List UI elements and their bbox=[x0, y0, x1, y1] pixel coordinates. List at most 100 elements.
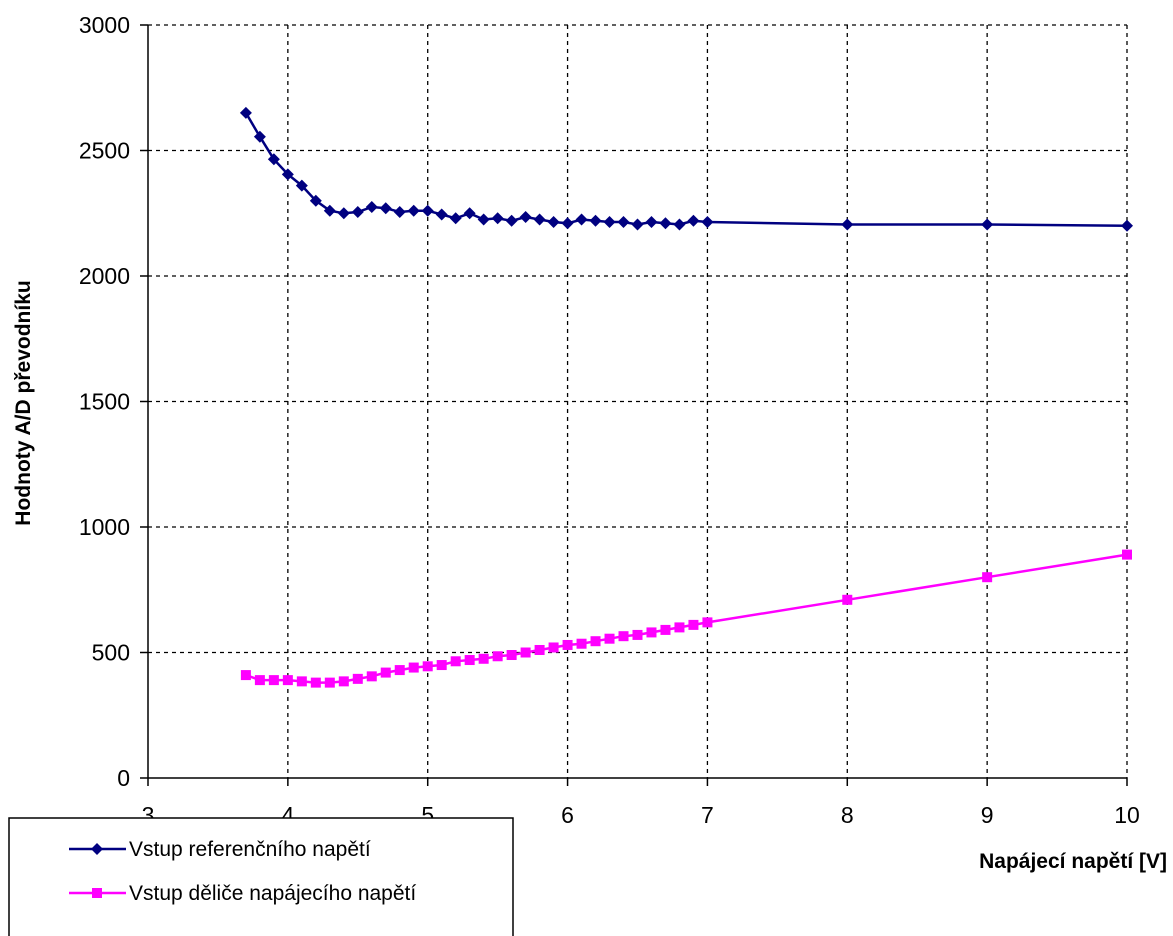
data-point bbox=[520, 647, 531, 658]
y-tick-label: 0 bbox=[117, 765, 130, 791]
data-point bbox=[282, 675, 293, 686]
legend-label: Vstup děliče napájecího napětí bbox=[129, 882, 416, 905]
data-point bbox=[603, 216, 616, 229]
data-point bbox=[534, 644, 545, 655]
data-point bbox=[590, 636, 601, 647]
legend-box bbox=[8, 817, 514, 936]
y-tick-label: 1500 bbox=[79, 389, 130, 415]
data-point bbox=[841, 218, 854, 231]
y-tick-label: 500 bbox=[92, 640, 130, 666]
data-series bbox=[239, 106, 1133, 688]
data-point bbox=[688, 619, 699, 630]
data-point bbox=[604, 633, 615, 644]
data-point bbox=[505, 214, 518, 227]
data-point bbox=[506, 650, 517, 661]
legend-entry: Vstup referenčního napětí bbox=[69, 838, 371, 861]
data-point bbox=[379, 202, 392, 215]
data-point bbox=[548, 642, 559, 653]
data-point bbox=[338, 676, 349, 687]
data-point bbox=[463, 207, 476, 220]
data-point bbox=[239, 106, 252, 119]
data-point bbox=[701, 216, 714, 229]
data-point bbox=[632, 629, 643, 640]
data-point bbox=[982, 572, 993, 583]
data-point bbox=[561, 217, 574, 230]
data-point bbox=[562, 639, 573, 650]
data-point bbox=[352, 673, 363, 684]
data-point bbox=[450, 656, 461, 667]
data-point bbox=[351, 205, 364, 218]
y-tick-label: 3000 bbox=[79, 12, 130, 38]
data-point bbox=[618, 631, 629, 642]
y-tick-label: 2000 bbox=[79, 263, 130, 289]
data-point bbox=[842, 594, 853, 605]
x-tick-label: 8 bbox=[841, 802, 854, 828]
legend-label: Vstup referenčního napětí bbox=[129, 838, 371, 861]
data-point bbox=[254, 675, 265, 686]
data-point bbox=[407, 204, 420, 217]
data-point bbox=[408, 662, 419, 673]
x-tick-label: 6 bbox=[561, 802, 574, 828]
data-point bbox=[435, 208, 448, 221]
data-point bbox=[310, 677, 321, 688]
data-point bbox=[422, 661, 433, 672]
data-point bbox=[309, 194, 322, 207]
data-point bbox=[296, 676, 307, 687]
data-point bbox=[323, 204, 336, 217]
data-point bbox=[687, 214, 700, 227]
data-point bbox=[240, 670, 251, 681]
data-point bbox=[519, 211, 532, 224]
series-1 bbox=[239, 106, 1133, 232]
data-point bbox=[268, 675, 279, 686]
data-point bbox=[1122, 549, 1132, 560]
data-point bbox=[575, 213, 588, 226]
data-point bbox=[464, 655, 475, 666]
data-point bbox=[576, 638, 587, 649]
data-point bbox=[646, 627, 657, 638]
data-point bbox=[491, 212, 504, 225]
data-point bbox=[337, 207, 350, 220]
legend: Vstup referenčního napětí Vstup děliče na… bbox=[8, 817, 514, 936]
grid-lines bbox=[148, 24, 1128, 778]
data-point bbox=[281, 168, 294, 181]
data-point bbox=[478, 653, 489, 664]
data-point bbox=[477, 213, 490, 226]
data-point bbox=[492, 651, 503, 662]
y-tick-label: 1000 bbox=[79, 514, 130, 540]
data-point bbox=[533, 213, 546, 226]
y-tick-label: 2500 bbox=[79, 138, 130, 164]
x-tick-label: 10 bbox=[1114, 802, 1140, 828]
data-point bbox=[702, 617, 713, 628]
data-point bbox=[267, 153, 280, 166]
data-point bbox=[324, 677, 335, 688]
data-point bbox=[547, 216, 560, 229]
data-point bbox=[1121, 219, 1133, 232]
data-point bbox=[393, 205, 406, 218]
data-point bbox=[645, 216, 658, 229]
data-point bbox=[366, 671, 377, 682]
x-axis-label: Napájecí napětí [V] bbox=[979, 850, 1167, 873]
y-axis-label: Hodnoty A/D převodníku bbox=[12, 280, 35, 525]
x-tick-label: 9 bbox=[981, 802, 994, 828]
data-point bbox=[589, 214, 602, 227]
data-point bbox=[436, 660, 447, 671]
series-2 bbox=[240, 549, 1132, 688]
data-point bbox=[295, 179, 308, 192]
data-point bbox=[617, 216, 630, 229]
data-point bbox=[660, 624, 671, 635]
x-tick-label: 7 bbox=[701, 802, 714, 828]
data-point bbox=[380, 667, 391, 678]
data-point bbox=[673, 218, 686, 231]
data-point bbox=[365, 200, 378, 213]
data-point bbox=[674, 622, 685, 633]
data-point bbox=[394, 665, 405, 676]
data-point bbox=[253, 130, 266, 143]
data-point bbox=[631, 218, 644, 231]
data-point bbox=[981, 218, 994, 231]
legend-swatch-marker bbox=[91, 843, 103, 855]
legend-swatch-marker bbox=[92, 888, 102, 898]
data-point bbox=[659, 217, 672, 230]
legend-entry: Vstup děliče napájecího napětí bbox=[69, 882, 416, 905]
